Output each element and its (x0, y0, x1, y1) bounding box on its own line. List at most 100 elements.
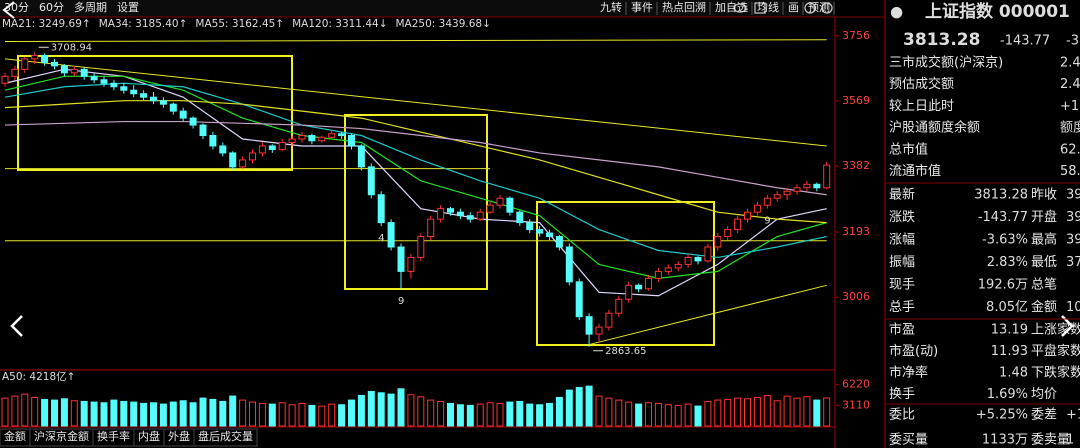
volume-bar (179, 400, 187, 427)
volume-bar (714, 399, 722, 427)
volume-bar (318, 405, 326, 427)
candle-body (199, 124, 207, 137)
candle-body (397, 246, 405, 272)
candle-body (734, 218, 742, 231)
stat-value: 62.63 (1060, 142, 1080, 157)
candle-body (100, 79, 108, 84)
candle-body (605, 312, 613, 328)
toolbar-button[interactable]: 画 (788, 1, 799, 14)
candle-body (437, 208, 445, 220)
toolbar-button[interactable]: 热点回溯 (662, 1, 706, 14)
toolbar-button[interactable]: 均线 (757, 0, 779, 14)
candle-body (41, 54, 49, 63)
candle-body (278, 141, 286, 150)
candle-body (763, 197, 771, 206)
legend-entry: MA34: 3185.40↑ (99, 18, 188, 30)
toolbar-button[interactable]: 设置 (117, 1, 139, 14)
grid-icon[interactable] (754, 2, 766, 14)
quote-value: 1.69% (987, 387, 1028, 402)
td-count: 4 (378, 233, 384, 244)
toolbar-button[interactable]: 九转 (600, 0, 622, 14)
candle-body (140, 93, 148, 98)
quote-value: 39 (1066, 210, 1080, 225)
bottom-tab[interactable]: 沪深京金额 (34, 429, 89, 443)
quote-value: 1.48 (999, 366, 1028, 381)
quote-value: -143.77 (978, 210, 1028, 225)
volume-bar (516, 400, 524, 427)
td-count: 9 (398, 296, 404, 307)
volume-bar (744, 398, 751, 427)
stat-label: 沪股通额度余额 (889, 120, 980, 136)
toolbar-button[interactable]: 60分 (39, 1, 64, 14)
candle-body (288, 138, 296, 143)
volume-bar (70, 400, 78, 427)
volume-bar (357, 394, 365, 427)
candle-body (70, 68, 78, 74)
candle-body (258, 145, 266, 154)
stat-label: 总市值 (889, 141, 928, 157)
quote-value: 11.93 (991, 344, 1028, 359)
candle-body (239, 159, 247, 168)
toolbar-button[interactable]: 多周期 (74, 0, 107, 14)
candle-body (565, 246, 573, 283)
candle-body (120, 86, 128, 91)
candle-body (773, 194, 781, 199)
volume-bar (773, 400, 781, 427)
prev-button[interactable] (10, 315, 23, 337)
settings-icon[interactable] (804, 2, 816, 14)
candle-body (179, 110, 187, 119)
quote-value: 1 (1066, 433, 1074, 448)
candle-body (724, 229, 732, 238)
candle-body (486, 204, 494, 213)
volume-bar (585, 385, 593, 427)
candle-body (694, 256, 702, 262)
quote-value: 3813.28 (974, 188, 1028, 203)
bottom-tab[interactable]: 盘后成交量 (198, 429, 253, 443)
volume-bar (654, 402, 662, 427)
alert-icon: ● (890, 3, 903, 21)
candle-body (546, 232, 553, 238)
bottom-tab[interactable]: 外盘 (168, 429, 190, 443)
back-button[interactable] (2, 1, 15, 19)
volume-bar (417, 396, 425, 427)
candle-body (783, 190, 791, 196)
stat-value: 2.45 (1060, 56, 1080, 71)
eye-icon[interactable] (733, 3, 747, 13)
toolbar-button[interactable]: 加自选 (715, 1, 748, 14)
toolbar-icons (733, 2, 833, 14)
candle-body (219, 145, 227, 154)
quote-value: 13.19 (991, 323, 1028, 338)
bottom-tab[interactable]: 内盘 (138, 429, 160, 443)
candle-body (496, 197, 504, 206)
bottom-tab[interactable]: 换手率 (97, 429, 130, 443)
toolbar-button[interactable]: 30分 (4, 1, 29, 14)
ma-line (4, 68, 827, 297)
volume-bar (159, 403, 167, 427)
toolbar-button[interactable]: 事件 (631, 1, 653, 14)
candle-body (268, 145, 276, 150)
candle-body (615, 298, 623, 314)
y-tick-label: 3193 (842, 225, 870, 238)
volume-bar (635, 403, 643, 427)
volume-bar (199, 397, 207, 427)
toolbar-button[interactable]: 预测 (808, 1, 830, 14)
volume-bar (694, 405, 702, 427)
highlight-box (344, 114, 488, 290)
candle-body (625, 284, 633, 300)
stat-label: 流通市值 (889, 163, 941, 179)
volume-bar (407, 394, 415, 427)
volume-bar (496, 402, 504, 427)
volume-bar (456, 404, 464, 427)
volume-bar (615, 399, 623, 427)
y-tick-label: 3569 (842, 94, 870, 107)
volume-bar (60, 398, 68, 427)
quote-value: 39 (1066, 188, 1080, 203)
candle-body (793, 187, 801, 192)
quote-label: 委买量 (889, 433, 928, 448)
quote-label: 平盘家数 (1031, 343, 1080, 359)
stat-value: 额度 (1060, 120, 1080, 136)
close-icon[interactable] (821, 2, 833, 14)
bottom-tab[interactable]: 金额 (4, 429, 26, 443)
ma-line (4, 120, 827, 196)
volume-bar (625, 401, 633, 427)
